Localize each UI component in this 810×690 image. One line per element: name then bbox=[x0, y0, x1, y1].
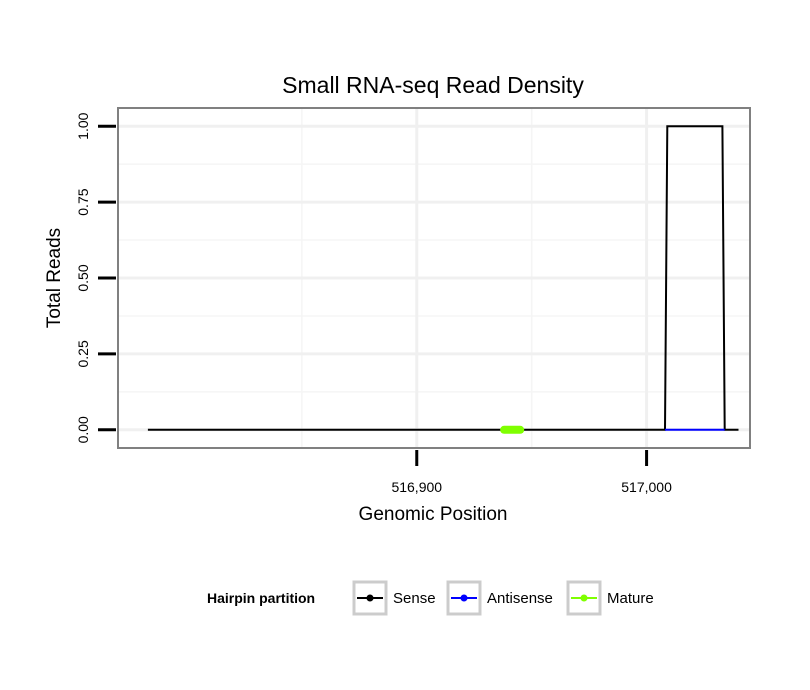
y-tick-label: 0.25 bbox=[75, 340, 91, 367]
y-axis-title: Total Reads bbox=[44, 228, 65, 328]
y-tick-label: 0.75 bbox=[75, 188, 91, 215]
y-axis: 0.00 0.25 0.50 0.75 1.00 bbox=[75, 112, 116, 443]
series-layer bbox=[147, 125, 739, 434]
y-tick-label: 0.50 bbox=[75, 264, 91, 291]
legend: Hairpin partition Sense Antisense Mature bbox=[207, 580, 654, 616]
chart-title: Small RNA-seq Read Density bbox=[282, 72, 584, 98]
legend-title: Hairpin partition bbox=[207, 590, 315, 606]
legend-key-point bbox=[460, 594, 468, 602]
x-tick-label: 517,000 bbox=[621, 479, 672, 495]
series-line-sense bbox=[147, 125, 739, 431]
panel bbox=[117, 107, 751, 449]
x-axis: 516,900 517,000 bbox=[391, 450, 672, 495]
minor-gridlines bbox=[118, 108, 750, 448]
panel-border bbox=[117, 107, 751, 449]
y-tick-label: 1.00 bbox=[75, 112, 91, 139]
x-axis-title: Genomic Position bbox=[359, 504, 508, 525]
legend-label-sense: Sense bbox=[393, 590, 436, 607]
x-tick-label: 516,900 bbox=[391, 479, 442, 495]
legend-label-mature: Mature bbox=[607, 590, 654, 607]
legend-key-point bbox=[366, 594, 374, 602]
legend-key-point bbox=[580, 594, 588, 602]
y-tick-label: 0.00 bbox=[75, 416, 91, 443]
legend-label-antisense: Antisense bbox=[487, 590, 553, 607]
